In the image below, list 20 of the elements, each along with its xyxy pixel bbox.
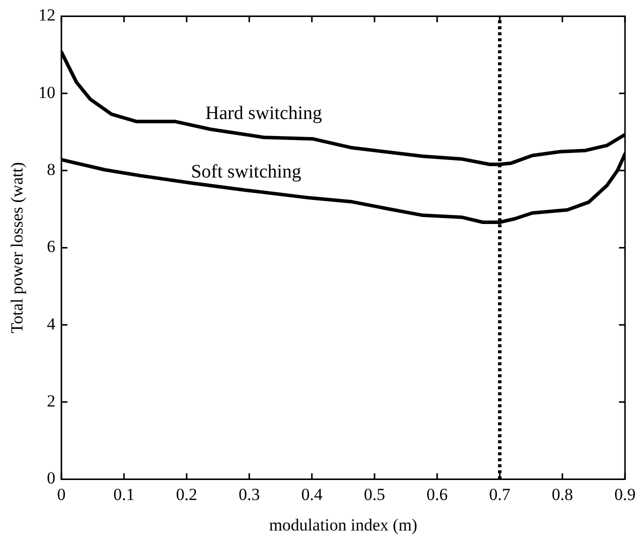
x-tick-label: 0.3 (238, 484, 260, 504)
x-tick-label: 0.9 (614, 484, 636, 504)
x-tick-label: 0.5 (364, 484, 386, 504)
x-axis-title: modulation index (m) (269, 515, 418, 534)
x-tick-label: 0.7 (489, 484, 511, 504)
series-label: Hard switching (205, 102, 322, 124)
x-tick-label: 0.6 (426, 484, 448, 504)
y-tick-label: 8 (46, 160, 56, 179)
y-tick-label: 4 (46, 314, 56, 334)
y-tick-label: 12 (38, 6, 56, 25)
x-tick-label: 0.1 (113, 484, 135, 504)
y-tick-label: 2 (46, 392, 56, 410)
x-tick-label: 0.4 (301, 484, 324, 504)
y-tick-label: 10 (38, 82, 56, 102)
series-label: Soft switching (190, 162, 302, 183)
y-tick-label: 0 (46, 468, 56, 488)
x-tick-label: 0.8 (552, 484, 574, 504)
y-tick-label: 6 (46, 237, 56, 256)
x-tick-label: 0.2 (176, 484, 198, 504)
y-axis-title: Total power losses (watt) (8, 162, 27, 334)
